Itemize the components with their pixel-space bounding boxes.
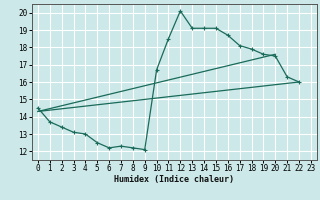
X-axis label: Humidex (Indice chaleur): Humidex (Indice chaleur) <box>115 175 234 184</box>
